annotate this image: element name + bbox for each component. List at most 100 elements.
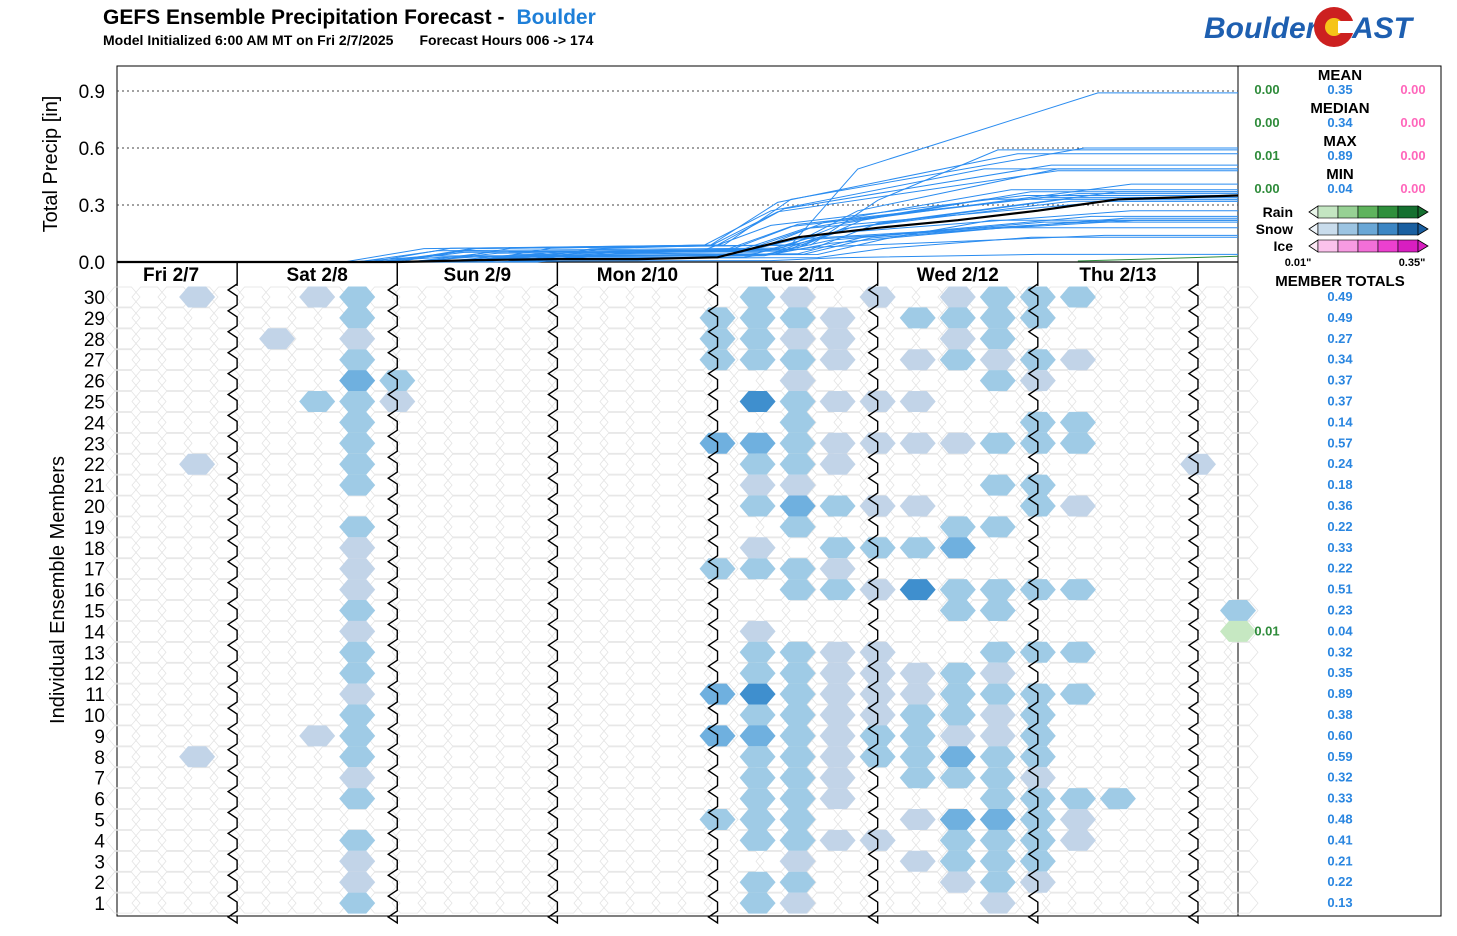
empty-hex <box>1041 871 1077 893</box>
empty-hex <box>677 621 713 642</box>
legend-under-arrow <box>1308 205 1319 219</box>
empty-hex <box>495 411 531 433</box>
empty-hex <box>547 391 583 412</box>
precip-hex <box>979 432 1016 454</box>
empty-hex <box>1119 516 1155 538</box>
empty-hex <box>495 600 531 621</box>
empty-hex <box>1119 370 1155 392</box>
empty-hex <box>1067 453 1103 475</box>
empty-hex <box>183 307 219 329</box>
empty-hex <box>547 537 583 559</box>
empty-hex <box>209 579 245 600</box>
empty-hex <box>885 453 921 475</box>
empty-hex <box>651 495 687 517</box>
empty-hex <box>859 788 895 809</box>
empty-hex <box>729 516 765 538</box>
stat-snow-value: 0.04 <box>1327 181 1353 196</box>
empty-hex <box>651 307 687 329</box>
empty-hex <box>547 704 583 726</box>
empty-hex <box>1171 662 1207 684</box>
empty-hex <box>469 579 505 600</box>
empty-hex <box>651 286 687 308</box>
empty-hex <box>157 370 193 392</box>
empty-hex <box>573 432 609 454</box>
empty-hex <box>105 621 141 642</box>
empty-hex <box>209 600 245 621</box>
empty-hex <box>469 307 505 329</box>
legend-swatch <box>1377 205 1399 219</box>
empty-hex <box>521 558 557 580</box>
empty-hex <box>443 767 479 789</box>
empty-hex <box>573 391 609 412</box>
empty-hex <box>469 537 505 559</box>
empty-hex <box>469 453 505 475</box>
empty-hex <box>989 391 1025 412</box>
logo-text-left: Boulder <box>1204 12 1320 45</box>
empty-hex <box>937 391 973 412</box>
precip-hex <box>739 892 776 914</box>
empty-hex <box>495 328 531 350</box>
precip-hex <box>819 537 856 559</box>
member-total: 0.33 <box>1327 540 1352 555</box>
empty-hex <box>235 537 271 559</box>
empty-hex <box>235 558 271 580</box>
precip-hex <box>939 328 976 350</box>
precip-hex <box>899 809 936 830</box>
empty-hex <box>1223 307 1259 329</box>
precip-hex <box>339 474 376 496</box>
empty-hex <box>1145 892 1181 914</box>
precip-hex <box>979 662 1016 684</box>
member-row: 26 <box>84 370 1259 393</box>
empty-hex <box>1223 495 1259 517</box>
stat-ice-value: 0.00 <box>1400 82 1425 97</box>
empty-hex <box>391 474 427 496</box>
empty-hex <box>1119 704 1155 726</box>
empty-hex <box>625 788 661 809</box>
empty-hex <box>261 725 297 747</box>
empty-hex <box>547 621 583 642</box>
empty-hex <box>1145 432 1181 454</box>
empty-hex <box>417 600 453 621</box>
member-line <box>117 200 1238 263</box>
empty-hex <box>365 830 401 851</box>
empty-hex <box>313 809 349 830</box>
empty-hex <box>937 892 973 914</box>
member-total: 0.22 <box>1327 561 1352 576</box>
member-total: 0.32 <box>1327 644 1352 659</box>
empty-hex <box>1145 871 1181 893</box>
precip-hex <box>1059 641 1096 663</box>
empty-hex <box>157 391 193 412</box>
empty-hex <box>807 850 843 872</box>
member-total: 0.37 <box>1327 373 1352 388</box>
empty-hex <box>651 432 687 454</box>
empty-hex <box>1223 641 1259 663</box>
empty-hex <box>677 850 713 872</box>
member-total: 0.49 <box>1327 289 1352 304</box>
empty-hex <box>1197 892 1233 914</box>
member-label: 20 <box>84 497 105 518</box>
empty-hex <box>625 704 661 726</box>
empty-hex <box>547 495 583 517</box>
member-label: 28 <box>84 330 105 351</box>
member-line <box>117 170 1238 263</box>
empty-hex <box>1119 495 1155 517</box>
precip-hex <box>899 537 936 559</box>
empty-hex <box>573 683 609 705</box>
empty-hex <box>131 830 167 851</box>
precip-hex <box>979 286 1016 308</box>
precip-hex <box>739 871 776 893</box>
empty-hex <box>469 788 505 809</box>
member-total: 0.14 <box>1327 414 1353 429</box>
empty-hex <box>261 621 297 642</box>
empty-hex <box>1197 307 1233 329</box>
precip-hex <box>339 892 376 914</box>
empty-hex <box>911 411 947 433</box>
member-line <box>117 164 1238 263</box>
empty-hex <box>573 621 609 642</box>
empty-hex <box>183 495 219 517</box>
empty-hex <box>1041 621 1077 642</box>
precip-hex <box>979 829 1016 851</box>
empty-hex <box>235 850 271 872</box>
empty-hex <box>625 683 661 705</box>
empty-hex <box>157 621 193 642</box>
